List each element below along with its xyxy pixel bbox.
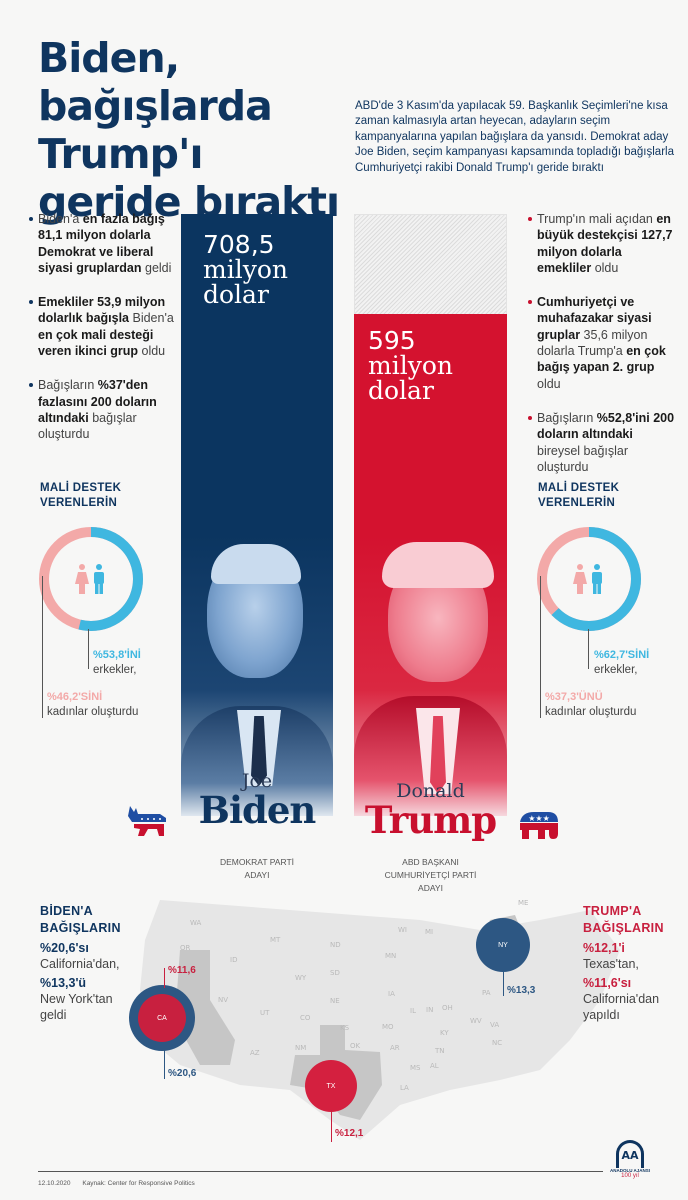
trump-facts-list: Trump'ın mali açıdan en büyük destekçisi… xyxy=(527,211,677,493)
svg-text:MT: MT xyxy=(270,936,281,944)
trump-fact-2: Cumhuriyetçi ve muhafazakar siyasi grupl… xyxy=(527,294,677,392)
svg-text:AR: AR xyxy=(390,1044,400,1052)
female-figure-icon xyxy=(75,564,89,594)
biden-female-leader-line xyxy=(42,576,43,718)
svg-text:OK: OK xyxy=(350,1042,361,1050)
svg-text:WA: WA xyxy=(190,919,202,927)
svg-text:WY: WY xyxy=(295,974,307,982)
biden-last-name: Biden xyxy=(198,788,317,832)
ca-trump-leader xyxy=(164,968,165,988)
democrat-donkey-icon xyxy=(126,804,170,838)
biden-name-block: Joe Biden xyxy=(181,770,333,832)
us-map: WA OR ID MT ND MN WY SD NV UT CO NE IA IL IN OH KS M… xyxy=(120,890,640,1150)
footer-date: 12.10.2020 xyxy=(38,1180,71,1187)
svg-text:WI: WI xyxy=(398,926,407,934)
biden-male-leader-line xyxy=(88,629,89,669)
trump-name-block: Donald Trump xyxy=(354,780,507,842)
anadolu-agency-logo: AA ANADOLU AJANSI 100 yıl xyxy=(608,1140,652,1179)
title-line-1: Biden, bağışlarda Trump'ı xyxy=(38,34,273,178)
trump-donation-bar: 595 milyon dolar xyxy=(354,314,507,816)
tx-trump-bubble: TX xyxy=(305,1060,357,1112)
footer: 12.10.2020 Kaynak: Center for Responsive… xyxy=(38,1180,205,1187)
svg-text:WV: WV xyxy=(470,1017,482,1025)
biden-first-name: Joe xyxy=(241,770,273,792)
trump-gender-title: MALİ DESTEK VERENLERİN xyxy=(538,482,620,509)
svg-text:CO: CO xyxy=(300,1014,311,1022)
svg-text:AZ: AZ xyxy=(250,1049,260,1057)
trump-female-share: %37,3'ÜNÜ kadınlar oluşturdu xyxy=(545,691,637,718)
california-shape xyxy=(175,950,235,1065)
svg-text:TN: TN xyxy=(434,1047,445,1055)
ny-biden-pct: %13,3 xyxy=(507,985,536,996)
svg-text:VA: VA xyxy=(490,1021,499,1029)
svg-text:MI: MI xyxy=(425,928,433,936)
biden-fact-2: Emekliler 53,9 milyon dolarlık bağışla B… xyxy=(28,294,178,359)
svg-text:OH: OH xyxy=(442,1004,453,1012)
svg-text:IN: IN xyxy=(426,1006,433,1014)
ca-trump-bubble: CA xyxy=(138,994,186,1042)
trump-gender-donut xyxy=(534,524,644,634)
footer-divider xyxy=(38,1171,603,1172)
biden-caption: DEMOKRAT PARTİ ADAYI xyxy=(220,857,294,880)
ca-biden-leader xyxy=(164,1049,165,1079)
svg-text:NM: NM xyxy=(295,1044,306,1052)
svg-text:ME: ME xyxy=(518,899,528,907)
biden-female-share: %46,2'SİNİ kadınlar oluşturdu xyxy=(47,691,139,718)
biden-male-share: %53,8'İNİ erkekler, xyxy=(93,649,141,676)
trump-male-share: %62,7'SİNİ erkekler, xyxy=(594,649,650,676)
trump-fact-3: Bağışların %52,8'ini 200 doların altında… xyxy=(527,410,677,475)
trump-portrait xyxy=(354,536,507,816)
page-title: Biden, bağışlarda Trump'ı geride bıraktı xyxy=(38,34,368,226)
svg-text:KS: KS xyxy=(340,1024,350,1032)
trump-last-name: Trump xyxy=(364,798,497,842)
svg-text:IL: IL xyxy=(410,1007,416,1015)
biden-gender-donut xyxy=(36,524,146,634)
svg-text:MO: MO xyxy=(382,1023,394,1031)
svg-text:MS: MS xyxy=(410,1064,421,1072)
svg-text:UT: UT xyxy=(260,1009,270,1017)
svg-text:IA: IA xyxy=(388,990,395,998)
biden-amount: 708,5 milyon dolar xyxy=(203,230,288,309)
trump-first-name: Donald xyxy=(396,780,465,802)
svg-text:PA: PA xyxy=(482,989,491,997)
tx-trump-pct: %12,1 xyxy=(335,1128,364,1139)
biden-facts-list: Biden'a en fazla bağış 81,1 milyon dolar… xyxy=(28,211,178,461)
svg-text:SD: SD xyxy=(330,969,340,977)
trump-fact-1: Trump'ın mali açıdan en büyük destekçisi… xyxy=(527,211,677,276)
ca-biden-pct: %20,6 xyxy=(168,1068,197,1079)
biden-fact-1: Biden'a en fazla bağış 81,1 milyon dolar… xyxy=(28,211,178,276)
svg-text:OR: OR xyxy=(180,944,191,952)
ny-biden-leader xyxy=(503,970,504,996)
footer-source: Kaynak: Center for Responsive Politics xyxy=(82,1180,195,1187)
trump-state-summary: TRUMP'A BAĞIŞLARIN %12,1'i Texas'tan, %1… xyxy=(583,904,664,1022)
svg-text:NE: NE xyxy=(330,997,340,1005)
svg-text:ID: ID xyxy=(230,956,237,964)
trump-caption: ABD BAŞKANI CUMHURİYETÇİ PARTİ ADAYI xyxy=(384,857,477,893)
biden-donation-bar: 708,5 milyon dolar xyxy=(181,214,333,816)
svg-text:MN: MN xyxy=(385,952,396,960)
biden-state-summary: BİDEN'A BAĞIŞLARIN %20,6'sı California'd… xyxy=(40,904,121,1022)
svg-text:LA: LA xyxy=(400,1084,409,1092)
male-figure-icon xyxy=(94,564,104,594)
tx-trump-leader xyxy=(331,1110,332,1142)
svg-text:NC: NC xyxy=(492,1039,502,1047)
ca-trump-pct: %11,6 xyxy=(168,965,196,976)
trump-amount: 595 milyon dolar xyxy=(368,326,453,405)
biden-gender-title: MALİ DESTEK VERENLERİN xyxy=(40,482,122,509)
intro-paragraph: ABD'de 3 Kasım'da yapılacak 59. Başkanlı… xyxy=(355,100,674,174)
ny-biden-bubble: NY xyxy=(476,918,530,972)
biden-fact-3: Bağışların %37'den fazlasını 200 doların… xyxy=(28,377,178,442)
svg-text:ND: ND xyxy=(330,941,341,949)
svg-text:KY: KY xyxy=(440,1029,449,1037)
republican-elephant-icon: ★★★ xyxy=(518,810,560,840)
svg-text:AL: AL xyxy=(430,1062,439,1070)
svg-text:NV: NV xyxy=(218,996,228,1004)
trump-male-leader-line xyxy=(588,629,589,669)
svg-text:★★★: ★★★ xyxy=(528,814,550,823)
trump-female-leader-line xyxy=(540,576,541,718)
biden-portrait xyxy=(181,536,333,816)
